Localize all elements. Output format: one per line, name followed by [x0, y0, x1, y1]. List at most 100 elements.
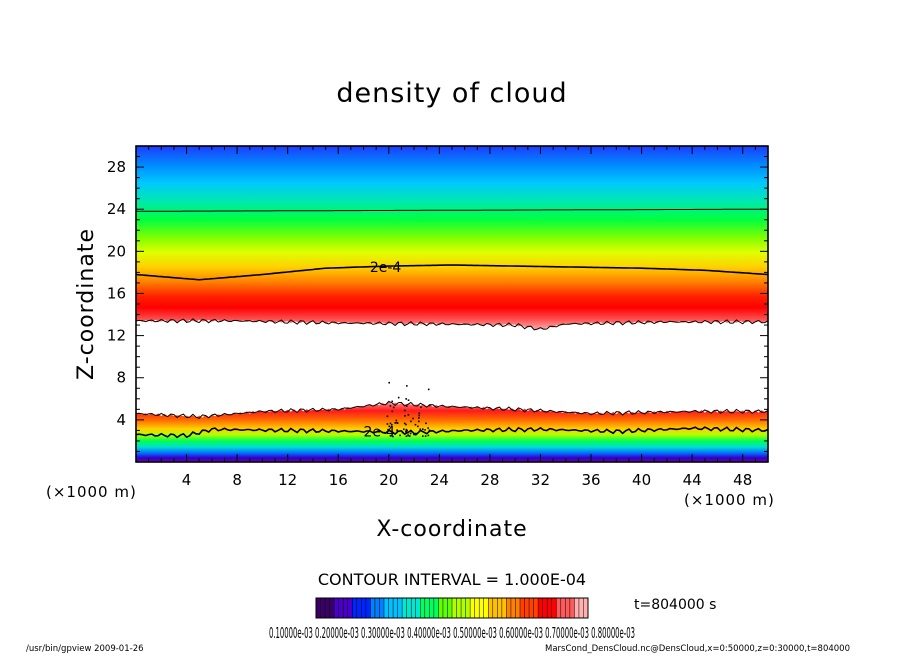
- convective-speckle: [386, 381, 431, 438]
- colorbar-swatch: [433, 598, 439, 618]
- colorbar-swatch: [397, 598, 403, 618]
- speckle-dot: [404, 415, 406, 417]
- speckle-dot: [418, 414, 420, 417]
- y-tick-label: 28: [107, 158, 126, 176]
- x-tick-label: 48: [733, 471, 752, 489]
- colorbar-swatch: [320, 598, 326, 618]
- colorbar-frame: [315, 597, 589, 619]
- colorbar-swatch: [411, 598, 417, 618]
- colorbar-swatch: [538, 598, 543, 618]
- colorbar-swatch: [488, 598, 494, 618]
- y-axis-label: Z-coordinate: [74, 228, 99, 380]
- colorbar-swatch: [384, 598, 389, 618]
- speckle-dot: [403, 422, 406, 425]
- colorbar-swatch: [583, 598, 589, 618]
- x-tick-label: 40: [632, 471, 651, 489]
- speckle-dot: [395, 419, 398, 422]
- speckle-dot: [422, 428, 424, 430]
- contour-labels: 2e-4 2e-4: [364, 260, 402, 440]
- speckle-dot: [415, 433, 417, 436]
- colorbar-swatch: [501, 598, 507, 618]
- colorbar-swatch: [456, 598, 462, 618]
- speckle-dot: [392, 406, 395, 409]
- colorbar-swatch: [420, 598, 426, 618]
- speckle-dot: [414, 423, 417, 426]
- speckle-dot: [405, 423, 407, 426]
- speckle-dot: [409, 432, 412, 435]
- colorbar-swatch: [551, 598, 557, 618]
- colorbar-swatch: [334, 598, 339, 618]
- y-tick-label: 4: [116, 411, 126, 429]
- colorbar-swatch: [424, 598, 430, 618]
- colorbar-swatch: [542, 598, 548, 618]
- speckle-dot: [407, 434, 409, 436]
- colorbar-swatch: [374, 598, 380, 618]
- colorbar-swatch: [524, 598, 530, 618]
- colorbar-labels: 0.10000e-03 0.20000e-03 0.30000e-03 0.40…: [269, 624, 635, 642]
- colorbar-swatch: [565, 598, 571, 618]
- x-tick-label: 44: [683, 471, 702, 489]
- x-unit-right: (×1000 m): [684, 491, 775, 509]
- colorbar-swatch: [406, 598, 412, 618]
- speckle-dot: [391, 410, 394, 413]
- y-tick-label: 16: [107, 284, 126, 302]
- colorbar-swatch: [569, 598, 575, 618]
- speckle-dot: [391, 424, 393, 426]
- colorbar-swatch: [483, 598, 489, 618]
- colorbar-swatch: [379, 598, 385, 618]
- speckle-dot: [389, 405, 392, 407]
- colorbar-swatch: [429, 598, 435, 618]
- speckle-dot: [427, 388, 430, 391]
- upper-2e-4-contour-line: [136, 264, 768, 281]
- x-tick-label: 28: [480, 471, 499, 489]
- speckle-dot: [387, 428, 389, 431]
- speckle-dot: [418, 417, 420, 419]
- colorbar-swatch: [338, 598, 344, 618]
- colorbar-swatch: [474, 598, 480, 618]
- speckle-dot: [407, 399, 410, 401]
- speckle-dot: [406, 429, 408, 432]
- speckle-dot: [386, 415, 389, 418]
- speckle-dot: [389, 434, 392, 437]
- upper-cloud-band: [136, 146, 768, 330]
- speckle-dot: [399, 434, 401, 437]
- colorbar-swatch: [402, 598, 407, 618]
- speckle-dot: [405, 405, 408, 407]
- speckle-dot: [397, 396, 400, 399]
- speckle-dot: [405, 431, 407, 433]
- speckle-dot: [418, 420, 420, 423]
- colorbar-swatch: [361, 598, 367, 618]
- speckle-dot: [425, 422, 427, 425]
- y-tick-label: 8: [116, 369, 126, 387]
- colorbar-swatch: [470, 598, 475, 618]
- speckle-dot: [396, 421, 398, 424]
- speckle-dot: [407, 431, 409, 434]
- speckle-dot: [417, 425, 419, 428]
- contour-interval-text: CONTOUR INTERVAL = 1.000E-04: [318, 570, 586, 589]
- colorbar-swatch: [465, 598, 471, 618]
- colorbar-swatch: [510, 598, 516, 618]
- colorbar-swatch: [461, 598, 466, 618]
- y-tick-label: 24: [107, 200, 126, 218]
- speckle-dot: [405, 398, 407, 400]
- upper-bottom-contour-line: [136, 318, 768, 331]
- speckle-dot: [422, 435, 424, 437]
- colorbar-swatch: [497, 598, 503, 618]
- colorbar: [315, 598, 589, 618]
- colorbar-swatch: [356, 598, 362, 618]
- x-tick-label: 4: [182, 471, 192, 489]
- x-tick-label: 12: [278, 471, 297, 489]
- upper-top-contour-line: [136, 208, 768, 212]
- colorbar-swatch: [578, 598, 584, 618]
- colorbar-swatch: [365, 598, 371, 618]
- speckle-dot: [424, 429, 426, 431]
- speckle-dot: [403, 428, 405, 431]
- colorbar-swatch: [393, 598, 398, 618]
- colorbar-swatch: [520, 598, 525, 618]
- x-tick-label: 32: [531, 471, 550, 489]
- speckle-dot: [401, 431, 404, 434]
- speckle-dot: [388, 425, 391, 428]
- chart-title: density of cloud: [336, 78, 567, 109]
- x-tick-label: 20: [379, 471, 398, 489]
